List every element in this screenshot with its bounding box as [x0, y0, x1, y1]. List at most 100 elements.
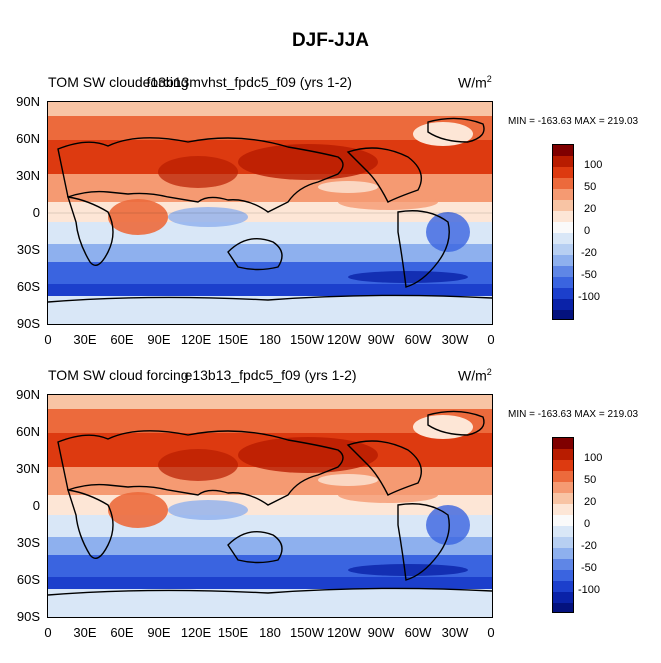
- colorbar-swatch: [553, 537, 573, 548]
- lon-tick: 90E: [147, 625, 171, 640]
- colorbar-swatch: [553, 222, 573, 233]
- lon-tick: 120W: [327, 625, 361, 640]
- colorbar-swatch: [553, 592, 573, 603]
- lat-tick-60n: 60N: [16, 131, 40, 146]
- colorbar-swatch: [553, 559, 573, 570]
- colorbar-swatch: [553, 482, 573, 493]
- lon-tick: 60E: [110, 332, 134, 347]
- colorbar-label: 100: [584, 159, 603, 171]
- map-panel-top: TOM SW cloud forcinge13b13mvhst_fpdc5_f0…: [0, 70, 661, 370]
- lon-tick: 90W: [367, 625, 395, 640]
- colorbar-swatch: [553, 167, 573, 178]
- panel-title-top: TOM SW cloud forcinge13b13mvhst_fpdc5_f0…: [48, 74, 352, 90]
- colorbar-swatch: [553, 200, 573, 211]
- lon-tick: 60E: [110, 625, 134, 640]
- colorbar-label: 50: [584, 474, 597, 486]
- colorbar-swatch: [553, 244, 573, 255]
- colorbar-swatch: [553, 189, 573, 200]
- lat-tick-90s: 90S: [16, 316, 40, 331]
- colorbar-label: -50: [581, 269, 597, 281]
- lon-tick: 30E: [73, 625, 97, 640]
- colorbar-swatch: [553, 255, 573, 266]
- lon-tick: 120W: [327, 332, 361, 347]
- colorbar-swatch: [553, 581, 573, 592]
- lon-tick: 30W: [441, 625, 469, 640]
- colorbar-swatch: [553, 288, 573, 299]
- units-label: W/m2: [458, 74, 492, 91]
- colorbar-swatch: [553, 266, 573, 277]
- lon-tick: 150E: [217, 332, 249, 347]
- lon-tick: 60W: [404, 332, 432, 347]
- colorbar-swatch: [553, 178, 573, 189]
- case-label: e13b13_fpdc5_f09 (yrs 1-2): [184, 367, 357, 383]
- colorbar-label: 100: [584, 452, 603, 464]
- lat-tick-0: 0: [32, 205, 40, 220]
- lon-tick: 0: [44, 332, 52, 347]
- colorbar-swatch: [553, 526, 573, 537]
- colorbar-label: -50: [581, 562, 597, 574]
- lat-tick-60s: 60S: [16, 279, 40, 294]
- lat-tick-90n: 90N: [16, 94, 40, 109]
- colorbar-swatch: [553, 493, 573, 504]
- lon-tick: 0: [487, 332, 495, 347]
- lat-tick-60n: 60N: [16, 424, 40, 439]
- colorbar-label: 0: [584, 518, 591, 530]
- lat-tick-30n: 30N: [16, 461, 40, 476]
- colorbar-swatch: [553, 156, 573, 167]
- colorbar-label: -100: [578, 291, 601, 303]
- colorbar-label: 20: [584, 203, 597, 215]
- lat-tick-0: 0: [32, 498, 40, 513]
- colorbar-swatch: [553, 145, 573, 156]
- lat-tick-30s: 30S: [16, 242, 40, 257]
- minmax-label: MIN = -163.63 MAX = 219.03: [508, 409, 639, 420]
- figure-title: DJF-JJA: [291, 30, 370, 51]
- colorbar-swatch: [553, 211, 573, 222]
- units-text: W/m: [458, 74, 487, 91]
- lon-tick: 90E: [147, 332, 171, 347]
- colorbar-swatch: [553, 504, 573, 515]
- colorbar-swatch: [553, 277, 573, 288]
- colorbar-swatch: [553, 233, 573, 244]
- colorbar-label: -100: [578, 584, 601, 596]
- lat-tick-90s: 90S: [16, 609, 40, 624]
- units-text: W/m: [458, 367, 487, 384]
- lon-tick: 180: [259, 332, 281, 347]
- lat-tick-30s: 30S: [16, 535, 40, 550]
- lon-tick: 150E: [217, 625, 249, 640]
- lon-tick: 150W: [290, 625, 324, 640]
- colorbar-swatch: [553, 548, 573, 559]
- colorbar-swatch: [553, 449, 573, 460]
- lon-tick: 30E: [73, 332, 97, 347]
- lon-tick: 120E: [180, 625, 212, 640]
- colorbar-swatch: [553, 603, 573, 612]
- lat-tick-90n: 90N: [16, 387, 40, 402]
- panel-title-bottom: TOM SW cloud forcinge13b13_fpdc5_f09 (yr…: [48, 367, 357, 383]
- lon-tick: 150W: [290, 332, 324, 347]
- colorbar-label: 0: [584, 225, 591, 237]
- lon-tick: 0: [44, 625, 52, 640]
- colorbar-swatch: [553, 310, 573, 319]
- units-label: W/m2: [458, 367, 492, 384]
- lon-tick: 0: [487, 625, 495, 640]
- map-panel-bottom: TOM SW cloud forcinge13b13_fpdc5_f09 (yr…: [0, 363, 661, 663]
- colorbar-bottom: [552, 437, 574, 613]
- units-exponent: 2: [486, 74, 492, 84]
- colorbar-swatch: [553, 460, 573, 471]
- world-map: [47, 101, 493, 325]
- colorbar-label: 20: [584, 496, 597, 508]
- sw-cloud-forcing-field: [48, 395, 492, 617]
- colorbar-label: 50: [584, 181, 597, 193]
- colorbar-swatch: [553, 471, 573, 482]
- sw-cloud-forcing-field: [48, 102, 492, 324]
- world-map: [47, 394, 493, 618]
- variable-label: TOM SW cloud forcing: [48, 367, 189, 383]
- minmax-label: MIN = -163.63 MAX = 219.03: [508, 116, 639, 127]
- case-label: e13b13mvhst_fpdc5_f09 (yrs 1-2): [142, 74, 352, 90]
- variable-label: TOM SW cloud forcing: [48, 74, 189, 90]
- colorbar-swatch: [553, 438, 573, 449]
- lon-tick: 30W: [441, 332, 469, 347]
- lon-tick: 90W: [367, 332, 395, 347]
- colorbar-swatch: [553, 570, 573, 581]
- lat-tick-60s: 60S: [16, 572, 40, 587]
- lon-tick: 180: [259, 625, 281, 640]
